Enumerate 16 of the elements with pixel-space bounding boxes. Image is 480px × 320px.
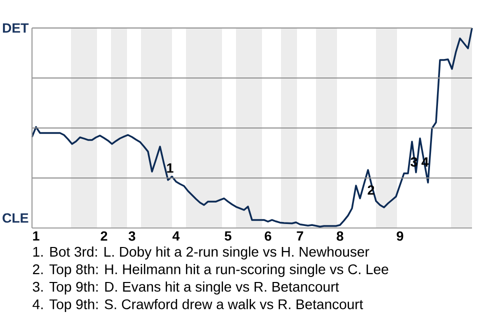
x-tick-label: 7 xyxy=(296,231,304,241)
x-tick-label: 9 xyxy=(396,231,404,241)
annotation: 1 xyxy=(167,163,174,173)
text: CLE xyxy=(2,213,28,223)
x-tick-label: 2 xyxy=(100,231,108,241)
x-tick-label: 5 xyxy=(224,231,232,241)
text: 1. Bot 3rd: L. Doby hit a 2-run single vs H. Newhouser xyxy=(33,246,370,260)
x-tick-label: 4 xyxy=(172,231,180,241)
x-tick-label: 1 xyxy=(33,231,40,241)
text: DET xyxy=(2,23,29,33)
text: 3. Top 9th: D. Evans hit a single vs R. Betancourt xyxy=(32,281,339,295)
x-tick-label: 8 xyxy=(336,231,344,241)
text: 2. Top 8th: H. Heilmann hit a run-scoring single vs C. Lee xyxy=(32,264,388,278)
x-tick-label: 6 xyxy=(264,231,272,241)
x-tick-label: 3 xyxy=(128,231,136,241)
text: 4. Top 9th: S. Crawford drew a walk vs R. Betancourt xyxy=(32,298,364,312)
